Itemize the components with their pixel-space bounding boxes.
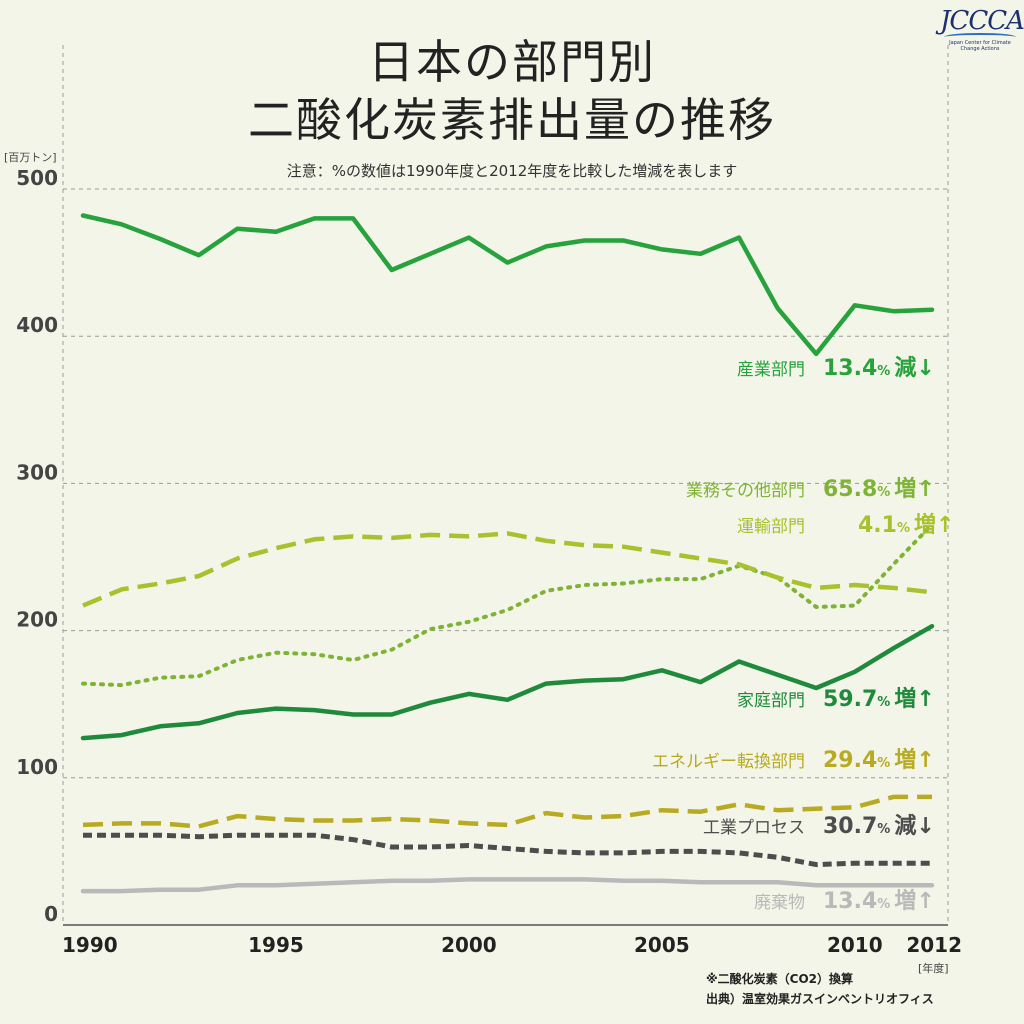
series-line-industry (80, 213, 935, 357)
logo-text: JCCCA (940, 6, 1024, 36)
series-label-waste: 廃棄物 (754, 893, 805, 913)
x-tick-label: 2005 (634, 933, 690, 957)
x-tick-label: 2000 (441, 933, 497, 957)
y-tick-label: 300 (16, 460, 58, 484)
x-tick-label: 1990 (62, 933, 118, 957)
series-line-energy (82, 794, 932, 829)
y-axis-unit: [百万トン] (4, 151, 57, 164)
series-line-household (80, 623, 935, 741)
y-tick-label: 100 (16, 755, 58, 779)
series-line-transport (82, 531, 933, 608)
x-axis-unit: [年度] (918, 962, 949, 975)
series-value-energy: 29.4% 増↑ (823, 747, 935, 773)
x-tick-label: 2010 (827, 933, 883, 957)
series-label-household: 家庭部門 (737, 691, 805, 711)
x-tick-label: 2012 (906, 933, 962, 957)
series-value-household: 59.7% 増↑ (823, 686, 935, 712)
footer-co2-note: ※二酸化炭素（CO2）換算 (706, 972, 854, 986)
series-value-industry: 13.4% 減↓ (823, 356, 935, 381)
series-value-process: 30.7% 減↓ (823, 814, 935, 839)
y-tick-label: 500 (16, 166, 58, 190)
logo-swoosh-icon (944, 33, 1016, 41)
series-label-transport: 運輸部門 (737, 517, 805, 537)
x-tick-label: 1995 (248, 933, 304, 957)
y-tick-label: 400 (16, 313, 58, 337)
footer-source: 出典）温室効果ガスインベントリオフィス (706, 992, 934, 1006)
series-label-industry: 産業部門 (737, 360, 805, 380)
series-label-process: 工業プロセス (703, 818, 805, 838)
series-value-commercial: 65.8% 増↑ (823, 476, 935, 502)
y-tick-label: 0 (44, 902, 58, 926)
jccca-logo: JCCCA Japan Center for Climate Change Ac… (940, 6, 1024, 52)
chart-note: 注意：%の数値は1990年度と2012年度を比較した増減を表します (286, 162, 738, 180)
series-label-energy: エネルギー転換部門 (652, 752, 805, 772)
series-label-commercial: 業務その他部門 (686, 481, 805, 501)
logo-subtitle: Japan Center for Climate Change Actions (949, 40, 1011, 52)
series-line-waste (80, 877, 935, 894)
series-line-commercial (81, 522, 934, 688)
y-tick-label: 200 (16, 608, 58, 632)
chart-title-line2: 二酸化炭素排出量の推移 (248, 93, 776, 147)
series-value-waste: 13.4% 増↑ (823, 888, 935, 914)
series-line-process (83, 832, 932, 868)
series-value-transport: 4.1% 増↑ (858, 512, 954, 538)
chart-title-line1: 日本の部門別 (368, 35, 656, 89)
